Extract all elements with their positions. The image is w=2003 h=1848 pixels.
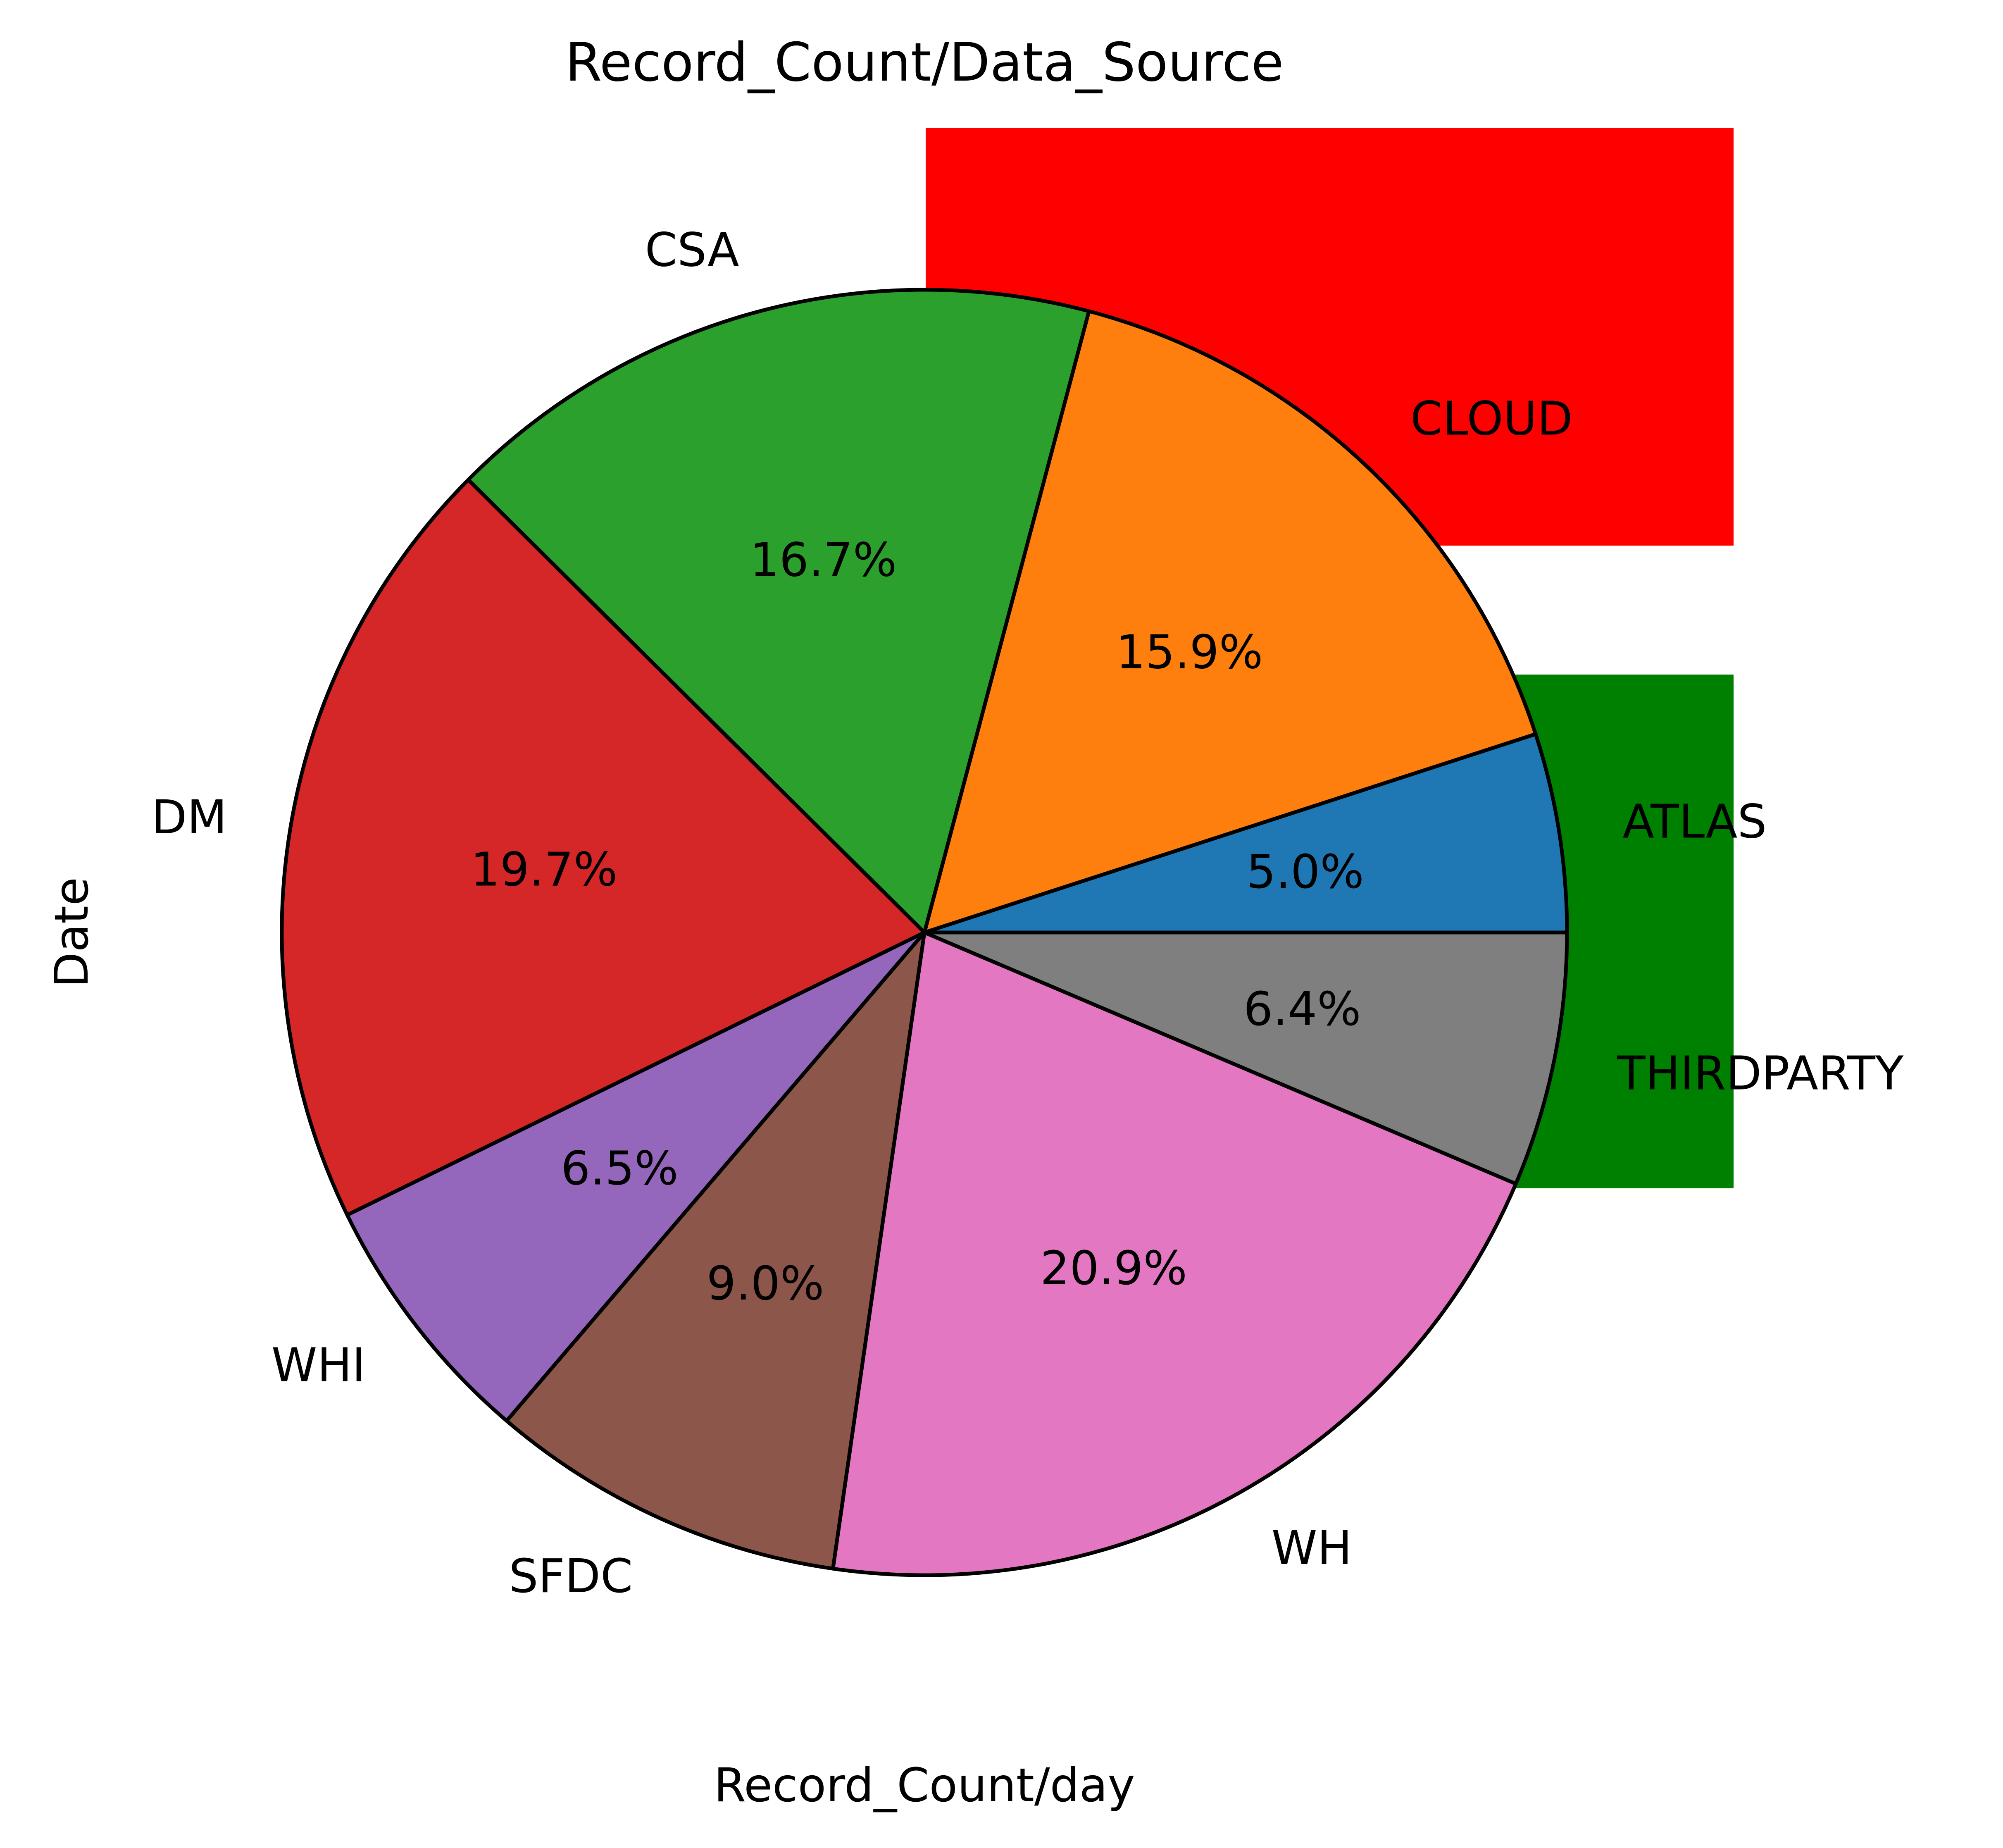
pie-percent-label-thirdparty: 6.4%	[1243, 982, 1361, 1036]
pie-percent-label-dm: 19.7%	[470, 843, 617, 897]
pie-percent-label-sfdc: 9.0%	[707, 1257, 824, 1311]
pie-category-label-whi: WHI	[272, 1338, 366, 1392]
pie-percent-label-cloud: 15.9%	[1116, 625, 1263, 679]
pie-category-label-csa: CSA	[645, 223, 739, 277]
pie-category-labels: ATLAS CLOUD CSA DM WHI SFDC WH THIRDPARTY	[151, 223, 1904, 1603]
x-axis-label: Record_Count/day	[714, 1759, 1135, 1812]
pie-category-label-sfdc: SFDC	[509, 1550, 633, 1603]
pie-slice-dm	[280, 478, 926, 1217]
pie-percent-labels: 5.0% 15.9% 16.7% 19.7% 6.5% 9.0% 20.9% 6.4%	[470, 534, 1364, 1311]
pie-category-label-thirdparty: THIRDPARTY	[1617, 1047, 1904, 1100]
pie-slice-whi	[345, 930, 926, 1423]
pie-category-label-atlas: ATLAS	[1622, 795, 1767, 849]
chart-title: Record_Count/Data_Source	[565, 32, 1284, 93]
pie-category-label-cloud: CLOUD	[1410, 392, 1573, 446]
pie-slices	[280, 288, 1569, 1577]
pie-slice-atlas	[922, 732, 1569, 935]
pie-category-label-wh: WH	[1272, 1521, 1352, 1575]
pie-category-label-dm: DM	[151, 791, 227, 844]
pie-slice-wh	[831, 930, 1518, 1577]
pie-percent-label-whi: 6.5%	[561, 1142, 679, 1195]
pie-slice-csa	[466, 288, 1091, 935]
y-axis-label: Date	[45, 877, 99, 988]
pie-percent-label-csa: 16.7%	[750, 534, 897, 587]
pie-percent-label-wh: 20.9%	[1040, 1242, 1187, 1295]
pie-slice-cloud	[922, 309, 1538, 935]
pie-slice-thirdparty	[922, 930, 1569, 1186]
pie-percent-label-atlas: 5.0%	[1246, 845, 1364, 899]
pie-slice-sfdc	[505, 930, 926, 1571]
